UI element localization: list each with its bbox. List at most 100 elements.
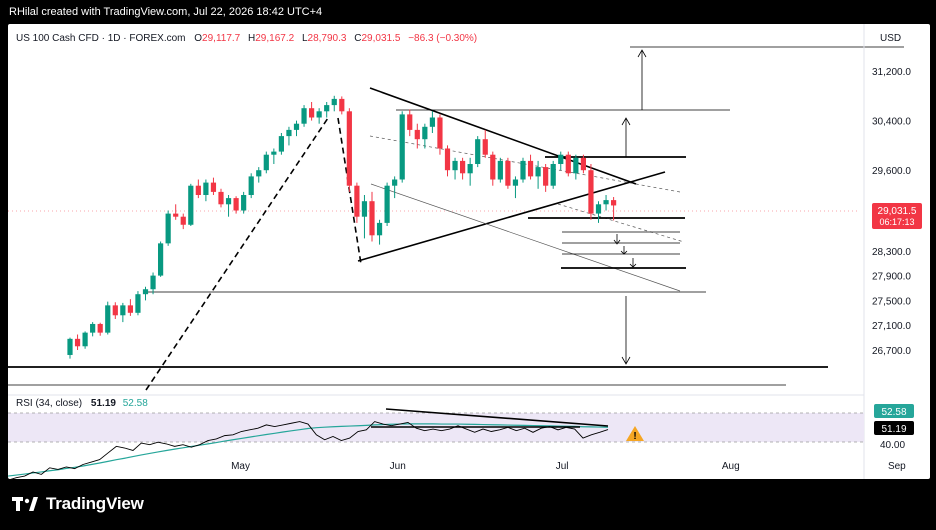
price-axis-label: 26,700.0	[872, 346, 911, 357]
svg-text:!: !	[633, 431, 636, 442]
candle-body	[142, 289, 149, 295]
candle-body	[369, 201, 375, 236]
candle-body	[241, 195, 247, 211]
rsi-badge-value: 51.19	[874, 421, 914, 435]
candles	[67, 95, 617, 359]
candle-body	[218, 191, 224, 205]
date-axis-label: May	[231, 461, 250, 472]
candle-body	[278, 136, 284, 152]
chart-panel[interactable]: US 100 Cash CFD · 1D · FOREX.com O29,117…	[7, 24, 930, 481]
candle-body	[248, 176, 254, 195]
price-axis-label: 27,900.0	[872, 272, 911, 283]
price-axis-label: 27,500.0	[872, 296, 911, 307]
chart-canvas[interactable]: US 100 Cash CFD · 1D · FOREX.com O29,117…	[7, 24, 930, 481]
candle-body	[256, 170, 262, 177]
candle-body	[414, 129, 420, 140]
candle-body	[203, 182, 209, 195]
candle-body	[150, 275, 156, 290]
candle-body	[535, 167, 541, 177]
candle-body	[452, 160, 458, 171]
candle-body	[90, 323, 96, 333]
legend-symbol: US 100 Cash CFD · 1D · FOREX.com	[16, 33, 185, 44]
legend: US 100 Cash CFD · 1D · FOREX.com O29,117…	[16, 33, 477, 44]
candle-body	[361, 201, 368, 217]
footer: TradingView	[12, 493, 144, 515]
candle-body	[309, 108, 315, 118]
candle-body	[588, 170, 594, 214]
candle-body	[112, 305, 118, 316]
candle-body	[520, 160, 526, 180]
candle-body	[316, 111, 322, 118]
candle-body	[97, 323, 103, 333]
svg-text:06:17:13: 06:17:13	[879, 217, 914, 227]
tradingview-logo-icon	[12, 497, 38, 511]
candle-body	[603, 200, 609, 205]
date-axis-label: Aug	[722, 461, 740, 472]
price-axis-label: 27,100.0	[872, 321, 911, 332]
candle-body	[67, 338, 73, 355]
candle-body	[558, 154, 564, 164]
candle-body	[543, 167, 549, 186]
candle-body	[195, 185, 201, 195]
candle-body	[392, 179, 398, 186]
date-axis[interactable]: May Jun Jul Aug Sep	[231, 461, 906, 472]
candle-body	[595, 204, 602, 214]
candle-body	[127, 305, 133, 313]
candle-body	[384, 185, 390, 223]
swing-dashed-1	[145, 117, 329, 391]
candle-body	[354, 185, 360, 217]
candle-body	[550, 164, 556, 186]
currency-label[interactable]: USD	[880, 33, 901, 44]
channel-lower-thin	[370, 183, 681, 292]
candle-body	[82, 332, 88, 347]
drawings[interactable]	[8, 46, 904, 391]
triangle-lower-trendline	[357, 171, 666, 262]
candle-body	[173, 213, 179, 217]
rsi-ma-line	[7, 423, 609, 477]
candle-body	[512, 179, 519, 186]
candle-body	[346, 111, 352, 186]
candle-body	[120, 305, 126, 316]
candle-body	[331, 98, 337, 106]
candle-body	[475, 139, 481, 164]
candle-body	[407, 114, 413, 130]
rsi-legend: RSI (34, close) 51.19 52.58	[16, 398, 148, 409]
footer-brand: TradingView	[46, 494, 144, 513]
candle-body	[74, 338, 81, 347]
triangle-upper-trendline	[369, 87, 637, 185]
current-price-badge: 29,031.5 06:17:13	[872, 203, 922, 229]
candle-body	[565, 154, 571, 174]
svg-text:29,031.5: 29,031.5	[878, 206, 917, 217]
rsi-upper-trendline	[385, 408, 609, 427]
date-axis-label: Sep	[888, 461, 906, 472]
candle-body	[376, 222, 383, 236]
date-axis-label: Jun	[390, 461, 406, 472]
rsi-axis-tick: 40.00	[880, 440, 905, 451]
candle-body	[263, 154, 269, 171]
candle-body	[271, 151, 277, 155]
candle-body	[339, 98, 345, 112]
svg-text:US 100 Cash CFD · 1D · FOREX.c: US 100 Cash CFD · 1D · FOREX.com O29,117…	[16, 33, 477, 44]
channel-mid-dashed	[557, 203, 685, 243]
candle-body	[573, 157, 579, 174]
candle-body	[399, 114, 405, 180]
warning-icon[interactable]: !	[626, 426, 644, 442]
svg-text:RSI (34, close) 51.1: RSI (34, close) 51.19 52.58	[16, 398, 148, 409]
candle-body	[324, 105, 330, 112]
candle-body	[180, 216, 186, 225]
candle-body	[437, 117, 443, 149]
candle-body	[188, 185, 194, 225]
candle-body	[467, 164, 473, 174]
candle-body	[429, 117, 435, 127]
candle-body	[158, 243, 164, 276]
candle-body	[580, 157, 586, 171]
price-axis[interactable]: 31,200.0 30,400.0 29,600.0 28,300.0 27,900.0…	[872, 67, 911, 357]
candle-body	[611, 200, 617, 206]
chart-credit: RHilal created with TradingView.com, Jul…	[9, 6, 323, 18]
price-axis-label: 30,400.0	[872, 117, 911, 128]
candle-body	[301, 108, 307, 124]
candle-body	[210, 182, 217, 192]
candle-body	[105, 305, 111, 333]
date-axis-label: Jul	[556, 461, 569, 472]
